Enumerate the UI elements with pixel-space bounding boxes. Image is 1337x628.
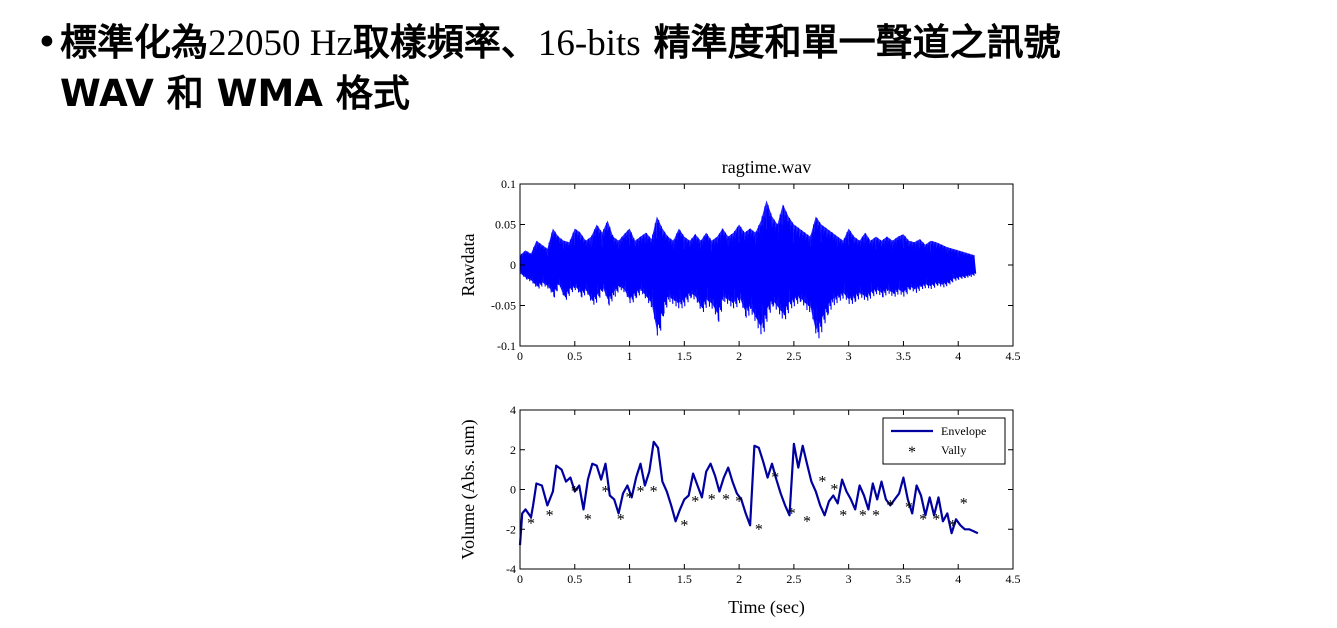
x-tick-label: 1 xyxy=(627,349,633,363)
vally-point: * xyxy=(708,491,716,508)
title-text-a: 標準化為 xyxy=(60,21,208,64)
y-tick-label: -4 xyxy=(506,562,516,576)
vally-point: * xyxy=(919,511,927,528)
vally-point: * xyxy=(859,507,867,524)
envelope-line xyxy=(518,440,979,546)
x-tick-label: 2 xyxy=(736,349,742,363)
vally-point: * xyxy=(584,511,592,528)
bullet-point: • xyxy=(36,21,58,64)
x-tick-label: 1.5 xyxy=(677,349,692,363)
vally-point: * xyxy=(771,470,779,487)
vally-point: * xyxy=(546,507,554,524)
vally-point: * xyxy=(722,491,730,508)
title-text-d: 16-bits xyxy=(537,23,641,64)
vally-point: * xyxy=(637,484,645,501)
vally-point: * xyxy=(571,484,579,501)
vally-point: * xyxy=(818,474,826,491)
y-tick-label: 4 xyxy=(510,403,516,417)
y-tick-label: 0.05 xyxy=(495,218,516,232)
x-tick-label: 2.5 xyxy=(786,349,801,363)
title-text-c: 取樣頻率、 xyxy=(352,21,538,64)
x-tick-label: 4 xyxy=(955,572,961,586)
y-tick-label: -0.1 xyxy=(497,339,516,353)
x-tick-label: 2 xyxy=(736,572,742,586)
legend-vally-swatch: * xyxy=(908,444,916,461)
title-text-e: 精準度和單一聲道之訊號 xyxy=(640,21,1061,64)
waveform-fill xyxy=(520,200,975,331)
vally-point: * xyxy=(755,521,763,538)
y-axis-label: Volume (Abs. sum) xyxy=(458,419,479,559)
x-tick-label: 3 xyxy=(846,572,852,586)
y-tick-label: -2 xyxy=(506,522,516,536)
x-tick-label: 0 xyxy=(517,572,523,586)
title-text-b: 22050 Hz xyxy=(208,23,353,64)
vally-point: * xyxy=(839,507,847,524)
slide-title: •標準化為22050 Hz取樣頻率、16-bits 精準度和單一聲道之訊號 WA… xyxy=(36,18,1326,119)
x-tick-label: 0 xyxy=(517,349,523,363)
x-tick-label: 2.5 xyxy=(786,572,801,586)
vally-point: * xyxy=(932,511,940,528)
vally-point: * xyxy=(886,497,894,514)
vally-point: * xyxy=(872,507,880,524)
vally-point: * xyxy=(905,499,913,516)
chart-title: ragtime.wav xyxy=(722,157,811,177)
chart-panel-2: * * * * * * * * * * * * * * * * * * * * * * * * * * * * * Envelope * Va… xyxy=(458,403,1021,618)
x-tick-label: 3.5 xyxy=(896,572,911,586)
vally-point: * xyxy=(788,505,796,522)
vally-point: * xyxy=(960,495,968,512)
slide-title-line-2: WAV 和 WMA 格式 xyxy=(60,72,410,115)
vally-point: * xyxy=(691,493,699,510)
legend-vally-label: Vally xyxy=(941,443,966,457)
y-tick-label: 0.1 xyxy=(501,177,516,191)
vally-point: * xyxy=(949,517,957,534)
vally-point: * xyxy=(617,511,625,528)
x-tick-label: 0.5 xyxy=(567,572,582,586)
x-tick-label: 4.5 xyxy=(1006,572,1021,586)
x-tick-label: 3 xyxy=(846,349,852,363)
x-tick-label: 4 xyxy=(955,349,961,363)
y-tick-label: 0 xyxy=(510,258,516,272)
vally-point: * xyxy=(527,515,535,532)
y-tick-label: 0 xyxy=(510,483,516,497)
x-tick-label: 3.5 xyxy=(896,349,911,363)
x-tick-label: 1 xyxy=(627,572,633,586)
chart-panel-1: 0 0.5 1 1.5 2 2.5 3 3.5 4 4.5 0.1 0.05 0 -0.05 -0.1 rag… xyxy=(458,157,1021,363)
y-axis-label: Rawdata xyxy=(458,234,478,297)
slide-title-line-1: •標準化為22050 Hz取樣頻率、16-bits 精準度和單一聲道之訊號 xyxy=(36,18,1326,69)
legend-box xyxy=(882,417,1006,465)
vally-point: * xyxy=(803,513,811,530)
vally-point: * xyxy=(680,517,688,534)
x-axis-label: Time (sec) xyxy=(728,597,805,618)
vally-point: * xyxy=(626,489,634,506)
vally-point: * xyxy=(650,484,658,501)
vally-point: * xyxy=(601,484,609,501)
x-tick-label: 4.5 xyxy=(1006,349,1021,363)
y-tick-label: 2 xyxy=(510,443,516,457)
y-tick-label: -0.05 xyxy=(491,299,516,313)
legend-envelope-label: Envelope xyxy=(941,424,986,438)
vally-point: * xyxy=(735,493,743,510)
vally-point: * xyxy=(830,482,838,499)
x-tick-label: 0.5 xyxy=(567,349,582,363)
x-tick-label: 1.5 xyxy=(677,572,692,586)
